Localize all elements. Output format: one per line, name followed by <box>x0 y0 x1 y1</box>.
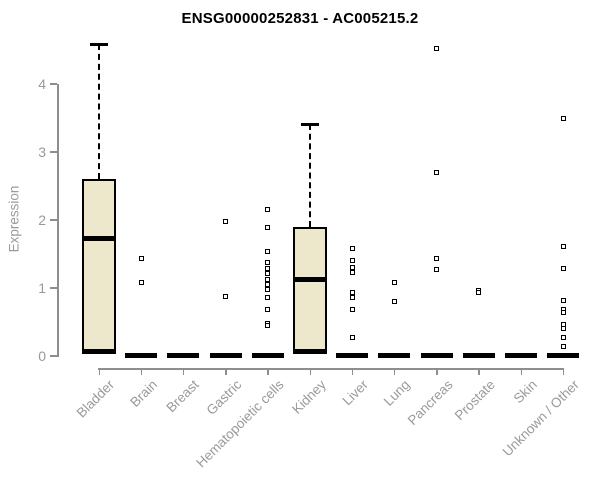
y-tick <box>50 219 57 221</box>
y-tick-label: 2 <box>38 211 46 228</box>
y-tick <box>50 151 57 153</box>
zero-median-bar <box>125 353 158 358</box>
whisker-upper <box>98 44 100 179</box>
outlier-point <box>138 255 144 261</box>
outlier-point <box>265 271 271 277</box>
outlier-point <box>265 323 271 329</box>
outlier-point <box>349 257 355 263</box>
outlier-point <box>560 344 566 350</box>
outlier-point <box>560 297 566 303</box>
x-axis-line <box>98 368 565 370</box>
outlier-point <box>560 335 566 341</box>
outlier-point <box>265 294 271 300</box>
outlier-point <box>349 306 355 312</box>
outlier-point <box>265 225 271 231</box>
outlier-point <box>476 289 482 295</box>
x-tick <box>436 368 438 375</box>
zero-median-bar <box>336 353 369 358</box>
y-axis-line <box>57 83 59 357</box>
x-tick <box>225 368 227 375</box>
zero-median-bar <box>378 353 411 358</box>
median-line <box>82 236 116 242</box>
x-tick-label: Skin <box>510 377 540 407</box>
y-tick-label: 3 <box>38 143 46 160</box>
x-tick-label: Liver <box>339 377 371 409</box>
outlier-point <box>560 244 566 250</box>
x-tick-label: Kidney <box>288 377 329 417</box>
outlier-point <box>223 219 229 225</box>
outlier-point <box>434 170 440 176</box>
outlier-point <box>560 325 566 331</box>
x-tick-label: Breast <box>163 377 203 416</box>
x-tick-label: Unknown / Other <box>499 377 582 460</box>
y-tick-label: 1 <box>38 279 46 296</box>
y-tick <box>50 287 57 289</box>
whisker-upper <box>309 124 311 227</box>
y-tick-label: 0 <box>38 347 46 364</box>
outlier-point <box>265 282 271 288</box>
outlier-point <box>349 270 355 276</box>
zero-median-bar <box>420 353 453 358</box>
x-tick <box>562 368 565 375</box>
x-tick <box>520 368 522 375</box>
x-tick <box>351 368 354 375</box>
zero-median-bar <box>167 353 200 358</box>
outlier-point <box>265 207 271 213</box>
outlier-point <box>138 279 144 285</box>
whisker-cap <box>301 122 319 126</box>
x-tick-label: Bladder <box>74 377 118 421</box>
x-tick <box>309 368 311 375</box>
outlier-point <box>265 265 271 271</box>
outlier-point <box>391 299 397 305</box>
outlier-point <box>434 45 440 51</box>
outlier-point <box>391 279 397 285</box>
outlier-point <box>265 276 271 282</box>
x-tick-label: Brain <box>126 377 160 410</box>
x-tick-label: Lung <box>381 377 414 409</box>
outlier-point <box>560 265 566 271</box>
x-tick <box>478 368 480 375</box>
x-tick <box>267 368 269 375</box>
x-tick-label: Gastric <box>203 377 245 418</box>
outlier-point <box>434 267 440 273</box>
y-tick-label: 4 <box>38 75 46 92</box>
outlier-point <box>560 115 566 121</box>
x-tick-label: Prostate <box>451 377 498 424</box>
outlier-point <box>265 259 271 265</box>
outlier-point <box>349 289 355 295</box>
outlier-point <box>223 293 229 299</box>
y-tick <box>50 83 57 85</box>
zero-median-bar <box>547 353 580 358</box>
outlier-point <box>560 310 566 316</box>
chart-title: ENSG00000252831 - AC005215.2 <box>181 10 419 27</box>
zero-median-bar <box>505 353 537 358</box>
zero-median-bar <box>462 353 495 358</box>
box-rect <box>293 226 327 355</box>
x-tick <box>98 368 100 375</box>
outlier-point <box>349 245 355 251</box>
x-tick <box>140 368 143 375</box>
median-line <box>293 276 327 282</box>
outlier-point <box>349 264 355 270</box>
y-tick <box>50 355 57 357</box>
x-tick-label: Pancreas <box>404 377 456 428</box>
x-tick <box>182 368 185 375</box>
outlier-point <box>349 334 355 340</box>
outlier-point <box>434 255 440 261</box>
outlier-point <box>265 287 271 293</box>
outlier-point <box>265 307 271 313</box>
outlier-point <box>265 248 271 254</box>
zero-median-bar <box>209 353 242 358</box>
whisker-cap <box>90 42 108 46</box>
zero-median-bar <box>251 353 284 358</box>
box-rect <box>82 178 116 355</box>
x-tick <box>393 368 396 375</box>
outlier-point <box>349 295 355 301</box>
